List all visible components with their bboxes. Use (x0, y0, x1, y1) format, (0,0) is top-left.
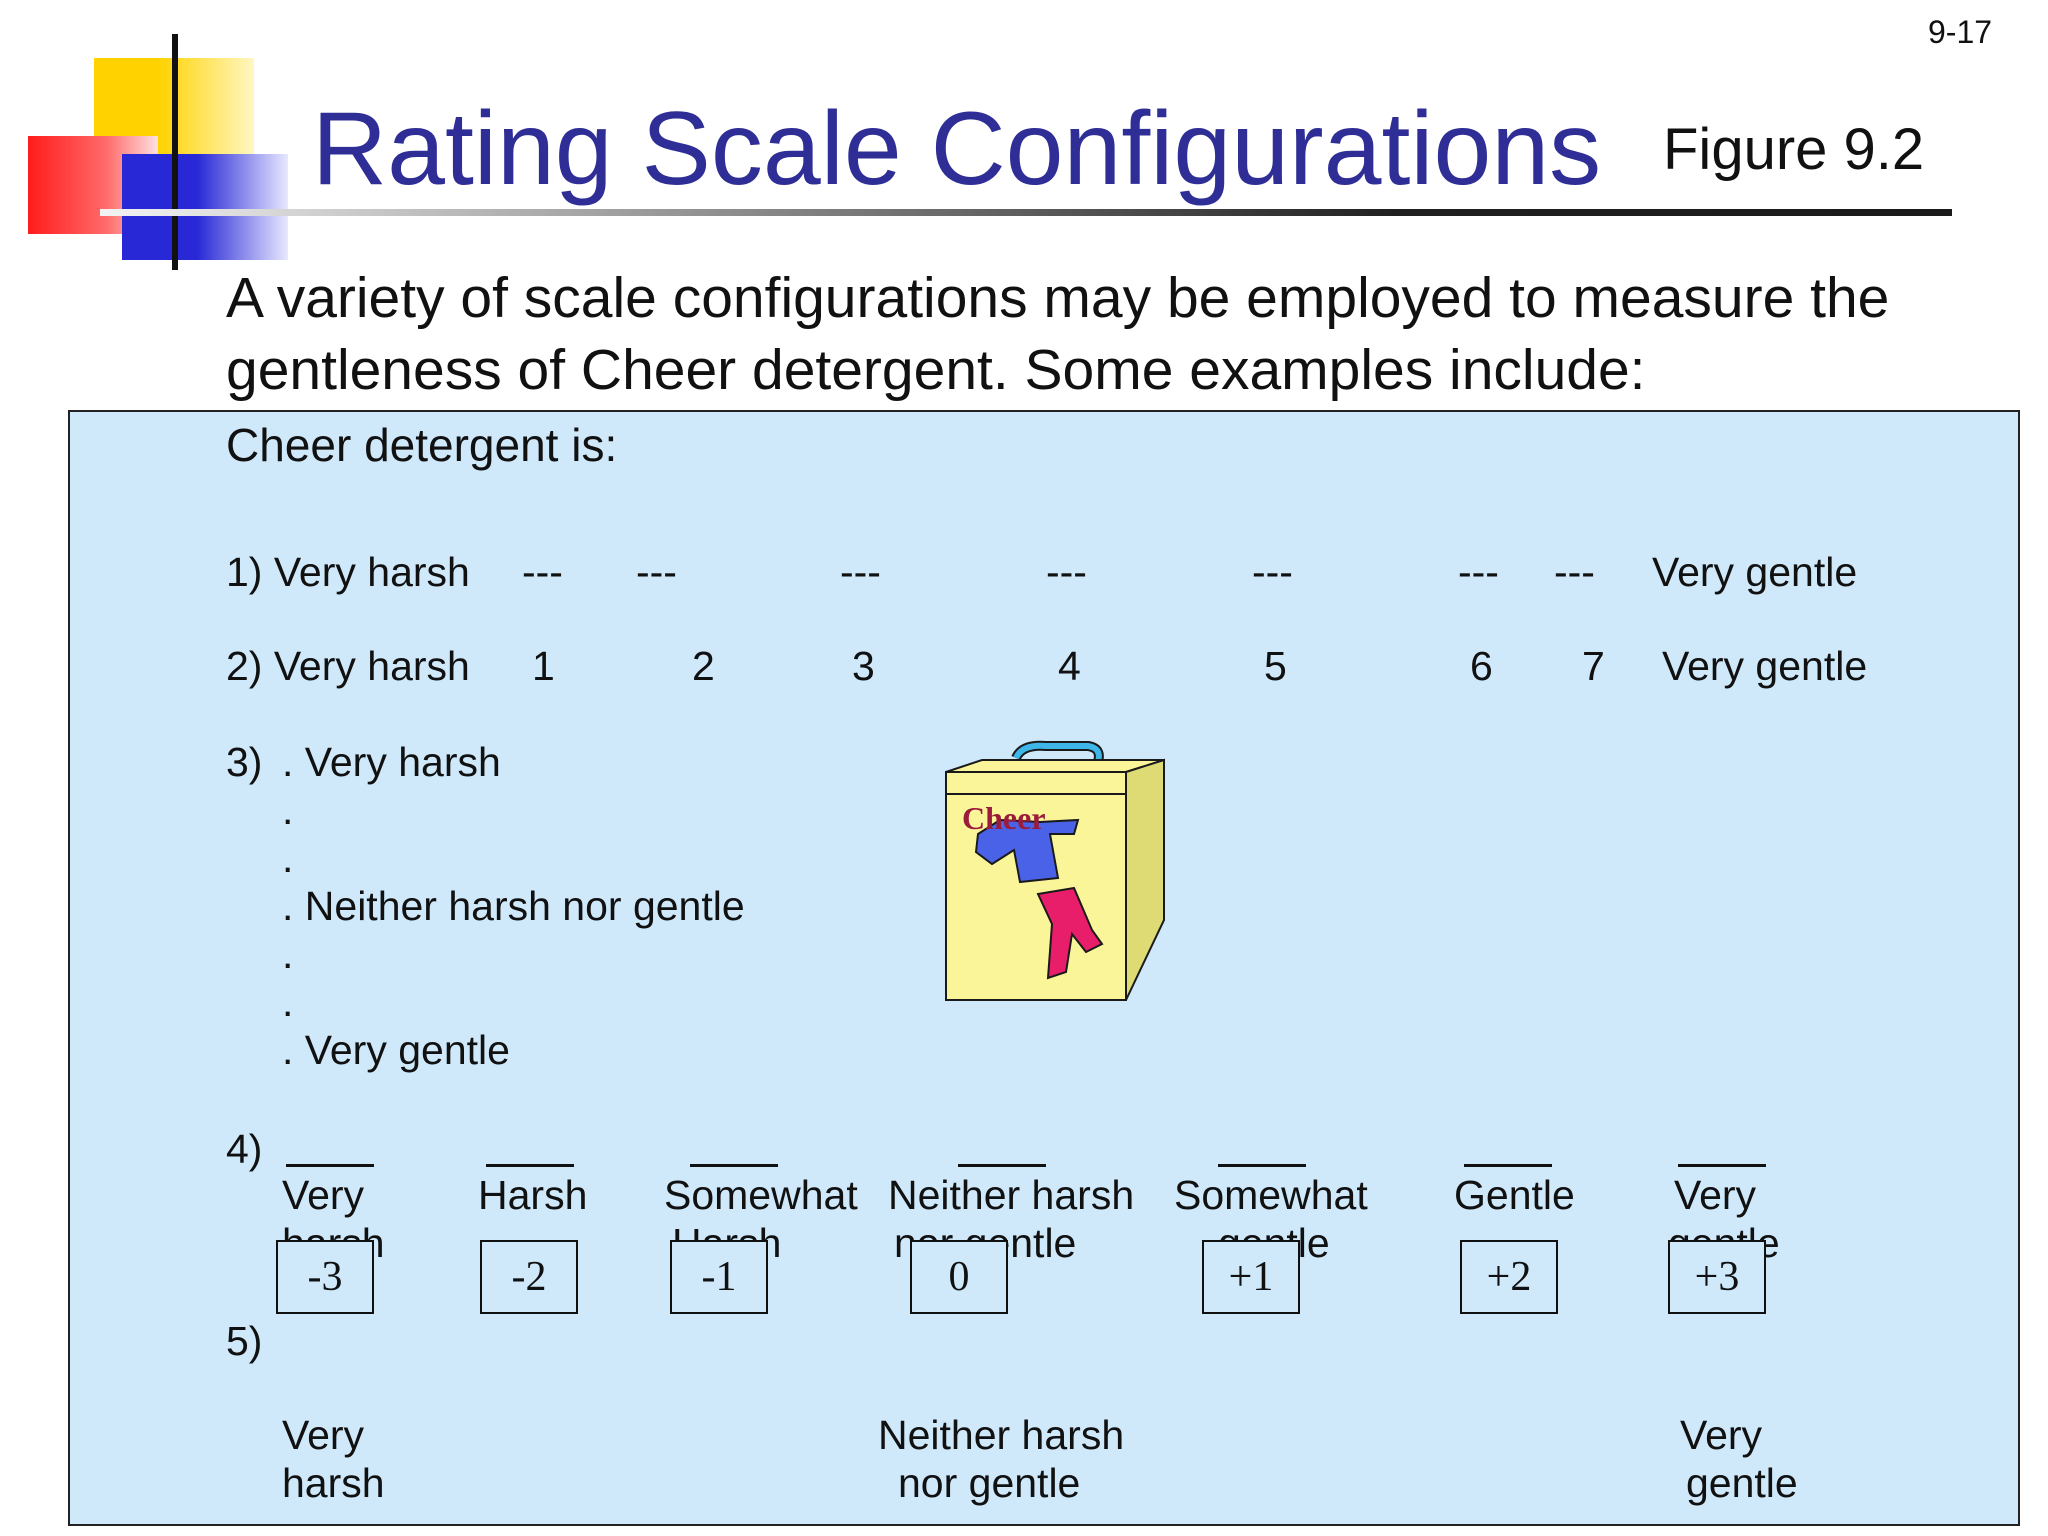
intro-line-1: A variety of scale configurations may be… (226, 266, 1890, 330)
scale1-dash-2: --- (636, 549, 677, 595)
cheer-detergent-box-image (945, 740, 1165, 1001)
scale5-box-minus3[interactable]: -3 (276, 1240, 374, 1314)
scale1-dash-4: --- (1046, 549, 1087, 595)
scale1-label: 1) Very harsh (226, 549, 470, 595)
scale5-middle-anchor-2: nor gentle (898, 1460, 1081, 1506)
scale2-label: 2) Very harsh (226, 643, 470, 689)
scale1-dash-7: --- (1554, 549, 1595, 595)
scale4-blank-6 (1464, 1164, 1552, 1167)
scale2-num-4: 4 (1058, 643, 1081, 689)
scale4-label: 4) (226, 1126, 263, 1172)
scale5-label: 5) (226, 1318, 263, 1364)
scale4-option-5: Somewhat (1174, 1172, 1368, 1218)
scale4-option-1: Very (282, 1172, 365, 1218)
scale4-blank-1 (286, 1164, 374, 1167)
scale5-box-plus1[interactable]: +1 (1202, 1240, 1300, 1314)
scale3-dot-3: . (282, 931, 294, 977)
scale3-dot-2: . (282, 835, 294, 881)
cheer-brand-text: Cheer (962, 800, 1046, 836)
scale4-option-6: Gentle (1454, 1172, 1575, 1218)
scale3-middle: . Neither harsh nor gentle (282, 883, 745, 929)
scale4-option-3: Somewhat (664, 1172, 858, 1218)
scale5-box-plus2[interactable]: +2 (1460, 1240, 1558, 1314)
figure-label: Figure 9.2 (1663, 117, 1925, 182)
scale1-dash-3: --- (840, 549, 881, 595)
scale5-left-anchor-1: Very (282, 1412, 365, 1458)
scale4-blank-4 (958, 1164, 1046, 1167)
scale2-num-6: 6 (1470, 643, 1493, 689)
logo-square-blue (122, 154, 288, 260)
scale1-dash-5: --- (1252, 549, 1293, 595)
intro-line-2: gentleness of Cheer detergent. Some exam… (226, 338, 1646, 402)
scale5-left-anchor-2: harsh (282, 1460, 385, 1506)
scale3-bottom: . Very gentle (282, 1027, 510, 1073)
scale4-blank-2 (486, 1164, 574, 1167)
scale5-middle-anchor-1: Neither harsh (878, 1412, 1125, 1458)
scale4-option-4: Neither harsh (888, 1172, 1135, 1218)
scale2-num-7: 7 (1582, 643, 1605, 689)
page-number: 9-17 (1928, 14, 1993, 50)
scale2-end-label: Very gentle (1662, 643, 1868, 689)
scale4-option-2: Harsh (478, 1172, 588, 1218)
scale2-num-2: 2 (692, 643, 715, 689)
scale5-right-anchor-2: gentle (1686, 1460, 1798, 1506)
scale5-box-zero[interactable]: 0 (910, 1240, 1008, 1314)
scale5-box-minus2[interactable]: -2 (480, 1240, 578, 1314)
scale5-box-minus1[interactable]: -1 (670, 1240, 768, 1314)
scale3-top: . Very harsh (282, 739, 501, 785)
scale5-right-anchor-1: Very (1680, 1412, 1763, 1458)
scale4-blank-7 (1678, 1164, 1766, 1167)
panel-heading: Cheer detergent is: (226, 419, 618, 471)
scale1-dash-1: --- (522, 549, 563, 595)
slide-title: Rating Scale Configurations (312, 91, 1602, 207)
scale2-num-5: 5 (1264, 643, 1287, 689)
scale4-blank-3 (690, 1164, 778, 1167)
scale1-end-label: Very gentle (1652, 549, 1858, 595)
logo-vertical-bar (172, 34, 178, 270)
scale4-blank-5 (1218, 1164, 1306, 1167)
scale3-label: 3) (226, 739, 263, 785)
scale5-box-plus3[interactable]: +3 (1668, 1240, 1766, 1314)
scale3-dot-4: . (282, 979, 294, 1025)
scale1-dash-6: --- (1458, 549, 1499, 595)
scale2-num-3: 3 (852, 643, 875, 689)
title-divider (100, 209, 1952, 216)
scale2-num-1: 1 (532, 643, 555, 689)
intro-text: A variety of scale configurations may be… (226, 262, 1889, 406)
scale4-option-7: Very (1674, 1172, 1757, 1218)
scale3-dot-1: . (282, 787, 294, 833)
